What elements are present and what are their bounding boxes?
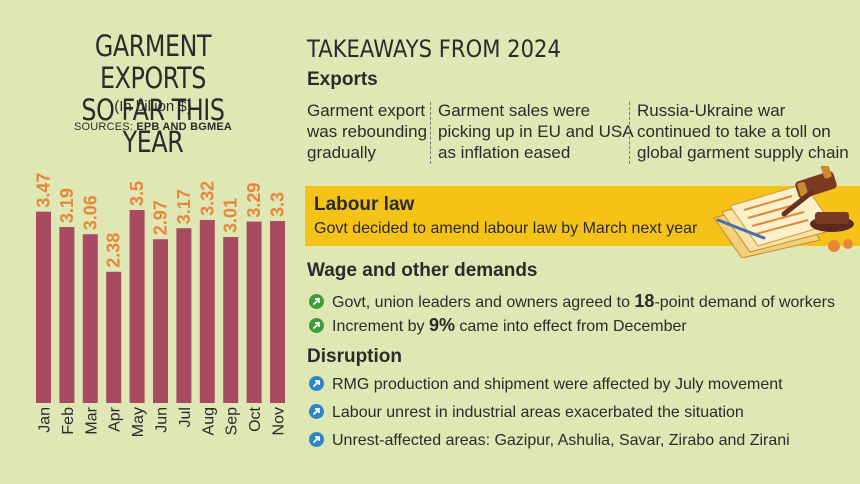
bar-mar (82, 234, 98, 403)
exports-point-1-line-3: gradually (307, 143, 376, 162)
disruption-item-2: Labour unrest in industrial areas exacer… (309, 404, 744, 422)
exports-point-1-line-2: was rebounding (307, 122, 428, 141)
arrow-right-icon (309, 376, 324, 391)
exports-point-3-line-2: continued to take a toll on (637, 122, 831, 141)
bar-oct (246, 221, 262, 403)
tick-label-nov: Nov (271, 407, 288, 435)
exports-heading: Exports (307, 69, 378, 90)
bar-may (129, 210, 145, 403)
export-bar-chart: 3.47 Jan 3.19 Feb 3.06 Mar 2.38 Apr 3.5 May 2.97 Ju… (34, 173, 288, 438)
tick-label-apr: Apr (107, 406, 124, 432)
value-label-jan: 3.47 (34, 173, 54, 208)
arrow-up-right-icon (309, 294, 324, 309)
exports-point-3-line-1: Russia-Ukraine war (637, 101, 786, 120)
exports-divider-2 (629, 102, 630, 164)
value-label-jun: 2.97 (151, 200, 171, 235)
exports-point-2: Garment sales were picking up in EU and … (438, 100, 634, 163)
tick-label-sep: Sep (224, 407, 241, 436)
bar-nov (270, 221, 285, 403)
value-label-mar: 3.06 (80, 195, 100, 230)
disruption-heading: Disruption (307, 346, 402, 367)
exports-points: Garment export was rebounding gradually … (307, 100, 852, 168)
wage-item-2-bold: 9% (428, 315, 455, 335)
labour-law-heading: Labour law (314, 194, 415, 215)
arrow-right-icon (309, 404, 324, 419)
tick-label-mar: Mar (83, 406, 100, 434)
value-label-feb: 3.19 (57, 188, 77, 223)
value-label-apr: 2.38 (104, 233, 124, 268)
bar-jul (176, 228, 192, 403)
wage-item-1-pre: Govt, union leaders and owners agreed to (332, 294, 635, 311)
tick-label-jun: Jun (154, 407, 171, 433)
bar-jan (36, 211, 51, 403)
value-label-nov: 3.3 (268, 192, 288, 217)
disruption-item-1-text: RMG production and shipment were affecte… (332, 376, 783, 393)
tick-label-oct: Oct (247, 406, 264, 431)
disruption-item-3: Unrest-affected areas: Gazipur, Ashulia,… (309, 432, 790, 450)
labour-law-text: Govt decided to amend labour law by Marc… (314, 220, 698, 237)
value-label-aug: 3.32 (197, 181, 217, 216)
tick-label-aug: Aug (200, 407, 217, 435)
exports-point-1-line-1: Garment export (307, 101, 426, 120)
exports-point-3: Russia-Ukraine war continued to take a t… (637, 100, 849, 163)
exports-point-2-line-1: Garment sales were (438, 101, 591, 120)
exports-point-1: Garment export was rebounding gradually (307, 100, 427, 163)
wage-item-1-post: -point demand of workers (654, 294, 835, 311)
chart-title-line-2: SO FAR THIS YEAR (81, 93, 225, 159)
exports-point-2-line-3: as inflation eased (438, 143, 571, 162)
tick-label-jul: Jul (177, 407, 194, 427)
bar-jun (153, 239, 168, 403)
chart-title: GARMENT EXPORTS SO FAR THIS YEAR (51, 30, 256, 158)
takeaways-title: TAKEAWAYS FROM 2024 (307, 35, 561, 63)
disruption-item-2-text: Labour unrest in industrial areas exacer… (332, 404, 744, 421)
wage-item-2-post: came into effect from December (454, 318, 687, 335)
wage-item-2-pre: Increment by (332, 318, 429, 335)
tick-label-jan: Jan (37, 407, 54, 433)
value-label-may: 3.5 (127, 181, 147, 206)
sources-value: EPB AND BGMEA (136, 121, 233, 133)
gavel-illustration-icon (713, 166, 854, 258)
chart-title-line-1: GARMENT EXPORTS (94, 29, 212, 95)
disruption-item-1: RMG production and shipment were affecte… (309, 376, 783, 394)
tick-label-feb: Feb (60, 407, 77, 435)
value-label-oct: 3.29 (244, 183, 264, 218)
chart-sources: SOURCES: EPB AND BGMEA (28, 121, 278, 133)
arrow-up-right-icon (309, 318, 324, 333)
exports-point-2-line-2: picking up in EU and USA (438, 122, 634, 141)
bar-aug (199, 219, 215, 403)
sources-label: SOURCES: (73, 121, 134, 133)
exports-point-3-line-3: global garment supply chain (637, 143, 849, 162)
wage-item-1-bold: 18 (634, 291, 655, 311)
disruption-item-3-text: Unrest-affected areas: Gazipur, Ashulia,… (332, 432, 790, 449)
bar-apr (106, 271, 122, 403)
value-label-sep: 3.01 (221, 198, 241, 233)
wage-item-1: Govt, union leaders and owners agreed to… (309, 291, 835, 312)
arrow-right-icon (309, 432, 324, 447)
value-label-jul: 3.17 (174, 189, 194, 224)
exports-divider-1 (430, 102, 431, 164)
wage-item-2: Increment by 9% came into effect from De… (309, 315, 687, 336)
tick-label-may: May (130, 407, 147, 437)
bar-sep (223, 237, 239, 403)
chart-unit: (In billion $) (114, 98, 192, 115)
bar-feb (59, 227, 75, 403)
wage-heading: Wage and other demands (307, 260, 538, 281)
